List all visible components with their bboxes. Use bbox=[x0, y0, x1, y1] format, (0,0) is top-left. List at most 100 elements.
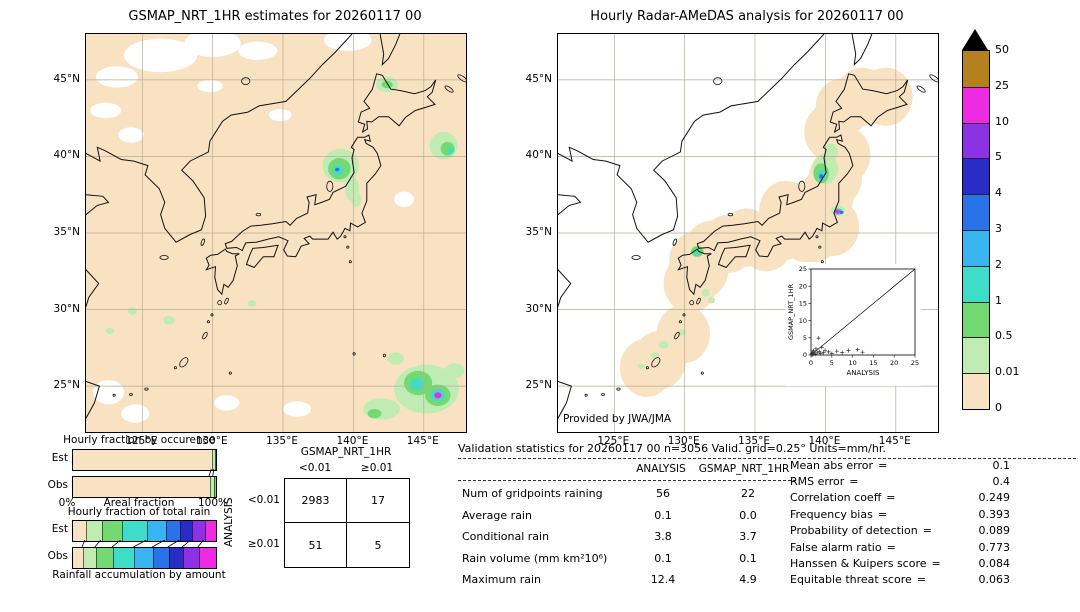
bar-segment bbox=[214, 450, 216, 470]
colorbar-tick-label: 25 bbox=[995, 78, 1009, 92]
contingency-row-header-lt: <0.01 bbox=[247, 494, 280, 506]
lat-tick-label: 40°N bbox=[53, 149, 80, 162]
score-text: = bbox=[849, 475, 859, 489]
bar-segment bbox=[73, 548, 83, 568]
score-text: 0.1 bbox=[992, 458, 1011, 472]
bar-segment bbox=[209, 477, 214, 497]
contingency-cell-11: 5 bbox=[374, 538, 382, 552]
bar-segment bbox=[95, 548, 114, 568]
validation-header-analysis: ANALYSIS bbox=[636, 463, 686, 475]
svg-text:10: 10 bbox=[799, 317, 807, 325]
colorbar-band bbox=[963, 229, 989, 266]
validation-cell: 4.9 bbox=[739, 573, 757, 587]
totalrain-est-label: Est bbox=[51, 523, 68, 535]
validation-cell: 12.4 bbox=[650, 573, 676, 587]
lon-tick-label: 130°E bbox=[667, 435, 700, 447]
gsmap-estimates-map bbox=[85, 33, 467, 433]
data-credit: Provided by JWA/JMA bbox=[563, 413, 672, 425]
colorbar-band bbox=[963, 158, 989, 195]
score-row: Equitable threat score = 0.063 bbox=[790, 572, 1010, 588]
bar-segment bbox=[180, 521, 192, 541]
svg-text:20: 20 bbox=[890, 359, 898, 367]
lon-tick-label: 125°E bbox=[597, 435, 630, 447]
contingency-grid: 2983 17 51 5 bbox=[284, 478, 410, 568]
validation-block: Validation statistics for 20260117 00 n=… bbox=[458, 442, 1076, 591]
bar-segment bbox=[183, 548, 199, 568]
colorbar-overflow-triangle bbox=[962, 29, 988, 50]
bar-segment bbox=[165, 521, 181, 541]
bar-segment bbox=[191, 521, 205, 541]
lon-tick-label: 130°E bbox=[195, 435, 228, 447]
scatter-inset: 0 0 5 5 10 10 15 15 20 20 25 25 ANALYSIS GSMAP_NRT_1H… bbox=[785, 264, 921, 386]
score-text: Probability of detection bbox=[790, 524, 918, 538]
bar-segment bbox=[101, 521, 122, 541]
colorbar-band bbox=[963, 301, 989, 338]
validation-table-row: Average rain 0.1 0.0 bbox=[458, 505, 1076, 527]
lat-tick-label: 30°N bbox=[525, 302, 552, 315]
left-map-panel: GSMAP_NRT_1HR estimates for 20260117 00 … bbox=[54, 9, 467, 447]
validation-cell: 0.0 bbox=[739, 508, 757, 522]
score-text: 0.393 bbox=[978, 507, 1011, 521]
validation-rows: Num of gridpoints raining 56 22 Average rai… bbox=[458, 483, 1076, 591]
score-row: Hanssen & Kuipers score = 0.084 bbox=[790, 555, 1010, 571]
score-text: 0.249 bbox=[978, 491, 1011, 505]
colorbar-tick-label: 4 bbox=[995, 186, 1002, 200]
bar-segment bbox=[73, 521, 86, 541]
score-row: Frequency bias = 0.393 bbox=[790, 506, 1010, 522]
score-text: Frequency bias bbox=[790, 507, 873, 521]
score-text: = bbox=[922, 524, 932, 538]
bar-segment bbox=[198, 548, 216, 568]
lat-tick-label: 35°N bbox=[525, 226, 552, 238]
contingency-cell-01: 17 bbox=[347, 479, 409, 523]
colorbar-tick-label: 10 bbox=[995, 114, 1009, 128]
dashed-divider bbox=[458, 458, 1076, 459]
validation-cell: Conditional rain bbox=[462, 530, 550, 544]
score-list: Mean abs error = 0.1 RMS error = 0.4 Correlati… bbox=[790, 457, 1010, 588]
colorbar-band bbox=[963, 122, 989, 159]
bar-segment bbox=[73, 450, 213, 470]
occurrence-obs-bar bbox=[72, 476, 217, 498]
colorbar-tick-label: 5 bbox=[995, 150, 1002, 164]
occurrence-est-bar bbox=[72, 449, 217, 471]
lon-tick-label: 135°E bbox=[738, 435, 770, 447]
right-map-panel: Hourly Radar-AMeDAS analysis for 2026011… bbox=[526, 9, 939, 447]
validation-table-row: Num of gridpoints raining 56 22 bbox=[458, 483, 1076, 505]
bar-segment bbox=[83, 548, 96, 568]
lat-tick-label: 25°N bbox=[525, 379, 552, 392]
score-text: = bbox=[916, 573, 926, 587]
colorbar-band bbox=[963, 51, 989, 87]
validation-cell: 56 bbox=[656, 487, 670, 501]
contingency-col-header-ge: ≥0.01 bbox=[360, 462, 394, 474]
colorbar-band bbox=[963, 86, 989, 123]
bar-segment bbox=[212, 450, 215, 470]
svg-text:10: 10 bbox=[848, 359, 856, 367]
validation-cell: 0.1 bbox=[739, 551, 757, 565]
occurrence-chart-title: Hourly fraction by occurence bbox=[63, 434, 215, 446]
validation-table-row: Conditional rain 3.8 3.7 bbox=[458, 526, 1076, 548]
svg-text:ANALYSIS: ANALYSIS bbox=[846, 369, 880, 377]
bar-segment bbox=[85, 521, 102, 541]
contingency-col-header-lt: <0.01 bbox=[298, 462, 332, 474]
bar-segment bbox=[168, 548, 184, 568]
svg-text:5: 5 bbox=[803, 334, 807, 342]
score-row: False alarm ratio = 0.773 bbox=[790, 539, 1010, 555]
svg-text:25: 25 bbox=[911, 359, 919, 367]
score-text: 0.773 bbox=[978, 540, 1011, 554]
score-text: False alarm ratio bbox=[790, 540, 882, 554]
validation-cell: 3.7 bbox=[739, 530, 757, 544]
validation-cell: 0.1 bbox=[654, 508, 672, 522]
validation-cell: Num of gridpoints raining bbox=[462, 487, 603, 501]
occurrence-connectors bbox=[208, 469, 215, 476]
totalrain-obs-bar bbox=[72, 547, 217, 569]
colorbar-band bbox=[963, 194, 989, 230]
lat-tick-label: 25°N bbox=[53, 379, 80, 392]
score-row: Correlation coeff = 0.249 bbox=[790, 490, 1010, 506]
validation-table-row: Maximum rain 12.4 4.9 bbox=[458, 569, 1076, 591]
score-text: = bbox=[878, 458, 888, 472]
lon-tick-label: 135°E bbox=[266, 435, 298, 447]
validation-table-row: Rain volume (mm km²10⁶) 0.1 0.1 bbox=[458, 548, 1076, 570]
contingency-cell-10: 51 bbox=[285, 523, 347, 567]
lat-tick-label: 45°N bbox=[525, 72, 552, 85]
bar-segment bbox=[113, 548, 135, 568]
colorbar bbox=[962, 50, 990, 410]
